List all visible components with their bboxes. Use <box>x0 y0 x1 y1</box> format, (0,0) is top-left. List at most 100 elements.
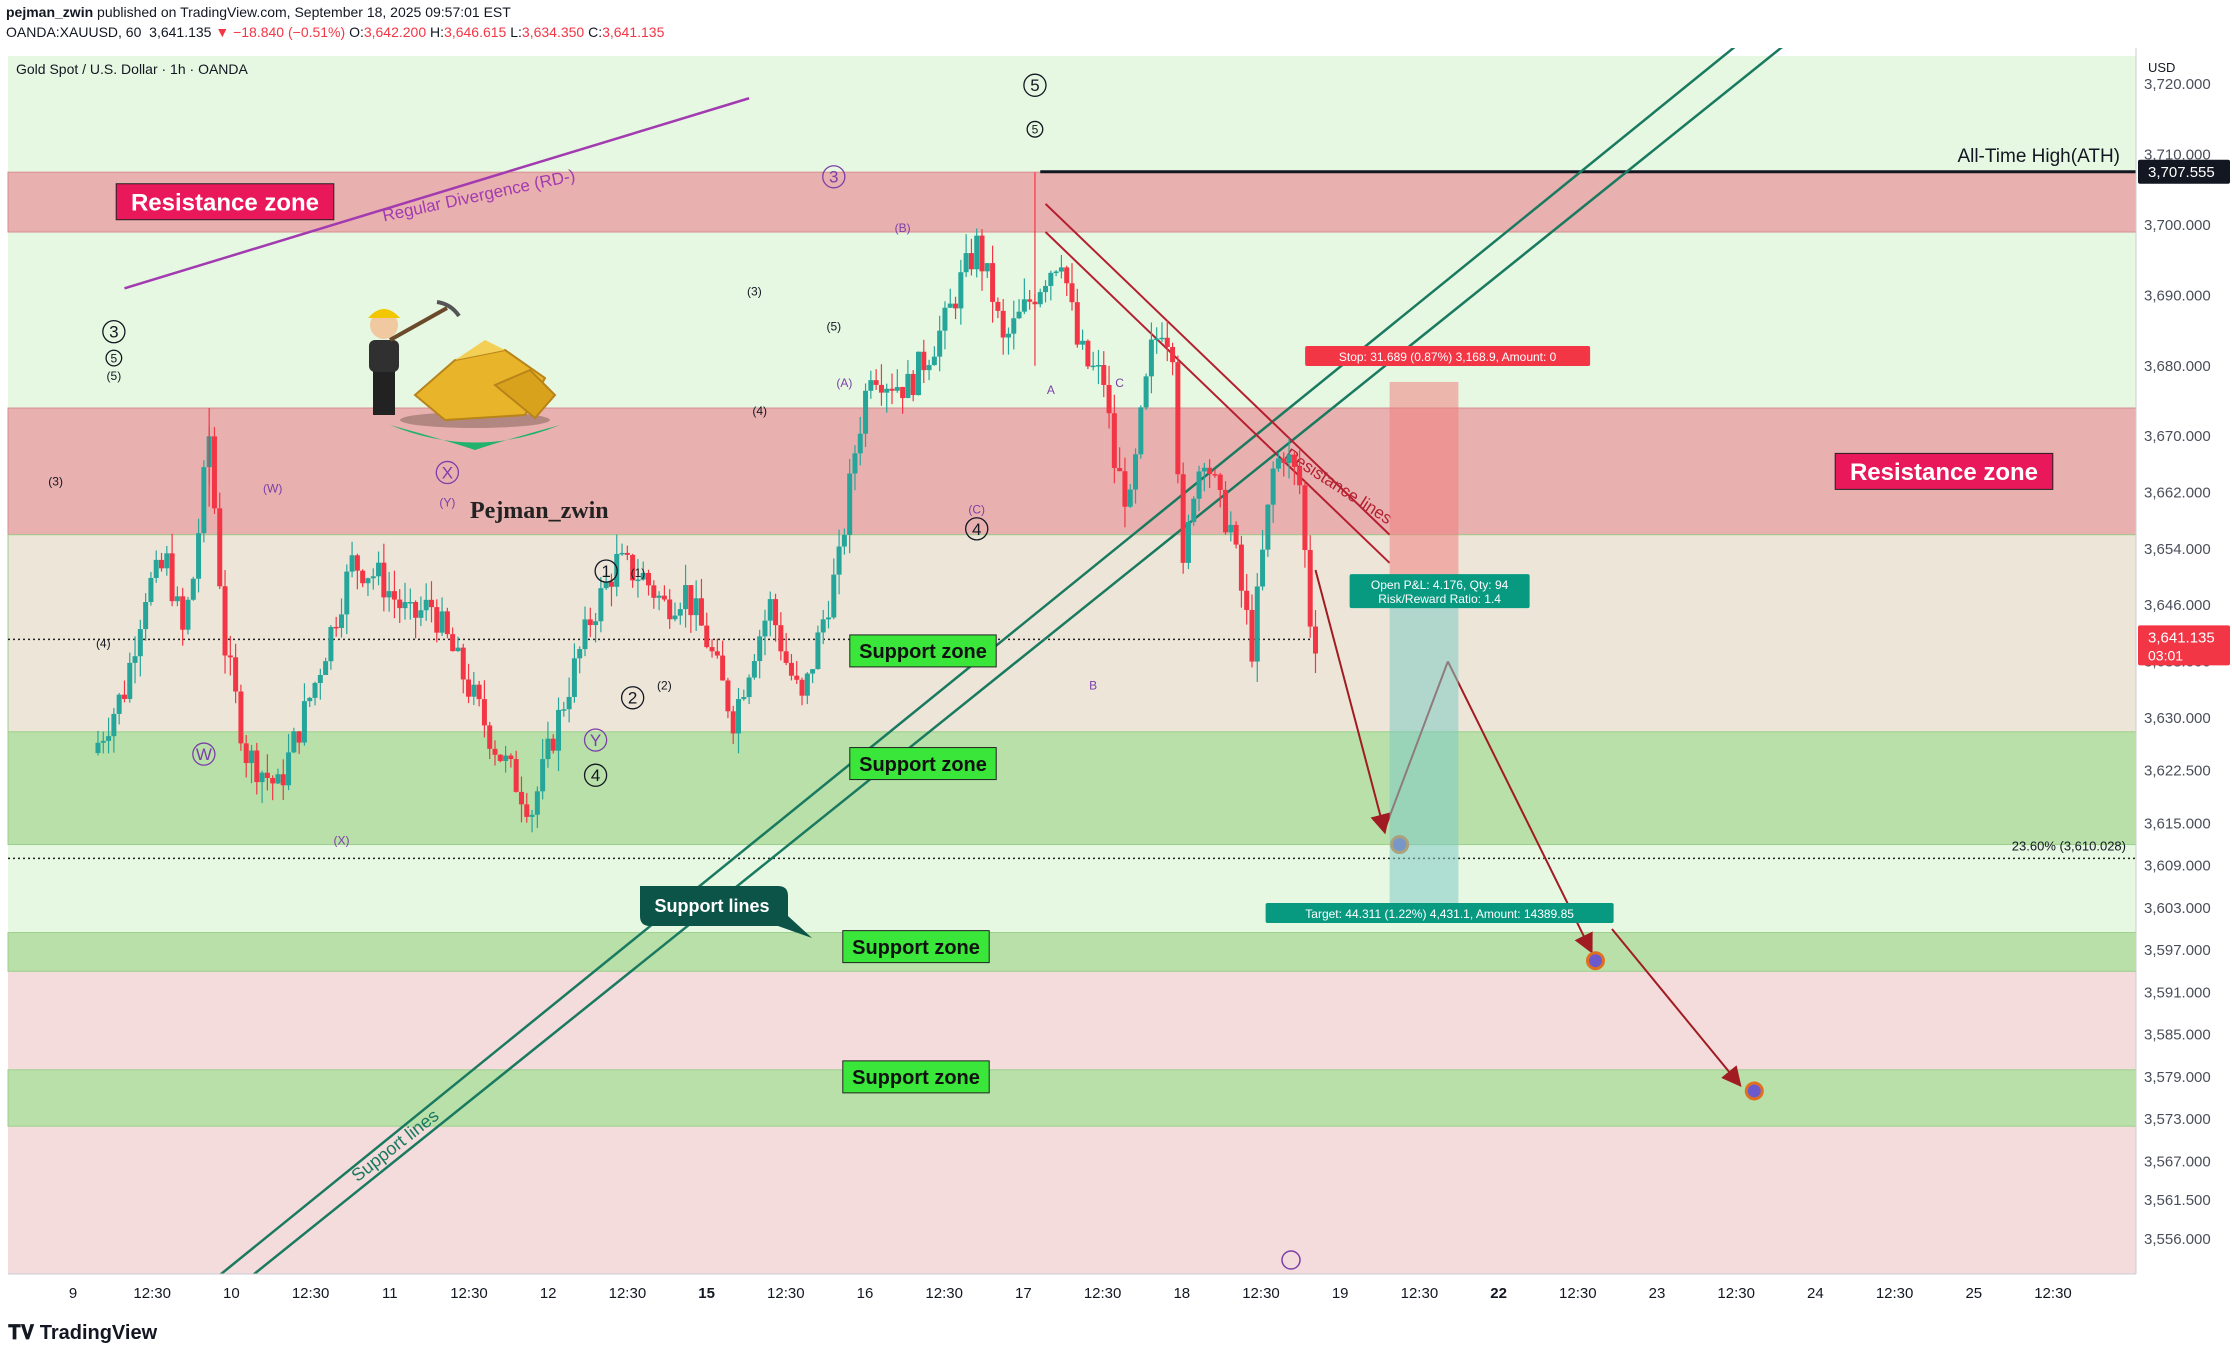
candle-body <box>1201 467 1207 472</box>
candle-body <box>725 680 731 712</box>
logo-text: Pejman_zwin <box>470 498 609 524</box>
x-tick-label: 16 <box>857 1285 874 1302</box>
candle-body <box>270 778 276 784</box>
low-label: L: <box>510 24 522 40</box>
wave-label: (A) <box>836 376 852 390</box>
forecast-path-segment[interactable] <box>1314 569 1390 835</box>
candle-body <box>1048 272 1054 286</box>
candle-body <box>455 647 461 652</box>
candle-body <box>921 351 927 371</box>
event-marker-icon[interactable] <box>1281 1250 1301 1270</box>
candle-body <box>1027 299 1033 302</box>
forecast-path-segment[interactable] <box>1446 661 1593 954</box>
x-tick-label: 12:30 <box>450 1285 488 1302</box>
x-tick-label: 24 <box>1807 1285 1824 1302</box>
candle-body <box>471 684 477 697</box>
pnl-tag-box <box>1349 574 1530 609</box>
candle-body <box>1111 413 1117 468</box>
wave-circle <box>822 165 846 189</box>
candle-body <box>386 591 392 598</box>
candle-body <box>1180 474 1186 563</box>
candle-body <box>746 677 752 698</box>
candle-body <box>360 570 366 584</box>
price-chart[interactable]: All-Time High(ATH) 23.60% (3,610.028) Supp… <box>0 48 2232 1312</box>
candle-body <box>466 679 472 697</box>
x-tick-label: 18 <box>1173 1285 1190 1302</box>
wave-label: 2 <box>628 689 637 708</box>
resistance-trend-line-1[interactable] <box>1044 203 1391 536</box>
candle-body <box>841 534 847 547</box>
logo-mark-icon: 𝐓𝐕 <box>8 1322 40 1344</box>
candle-body <box>275 774 281 784</box>
support-trend-line-2[interactable] <box>114 48 1797 1312</box>
last-price-tag <box>2138 625 2230 666</box>
stop-area[interactable] <box>1389 381 1459 606</box>
candle-body <box>381 562 387 598</box>
candle-body <box>481 699 487 726</box>
wave-label: 3 <box>829 168 838 187</box>
symbol-label[interactable]: OANDA:XAUUSD, 60 <box>6 24 142 40</box>
candle-body <box>211 436 217 509</box>
x-tick-label: 12:30 <box>1876 1285 1914 1302</box>
candle-body <box>571 658 577 697</box>
author-name[interactable]: pejman_zwin <box>6 4 94 20</box>
resistance-zone-label-2: Resistance zone <box>1850 459 2038 486</box>
candle-body <box>672 615 678 620</box>
stop-tag-box <box>1305 345 1591 366</box>
forecast-path-segment[interactable] <box>1611 928 1742 1088</box>
candle-body <box>524 804 530 817</box>
candle-body <box>788 662 794 676</box>
candle-body <box>863 390 869 434</box>
candle-body <box>100 740 106 743</box>
candle-body <box>931 356 937 366</box>
candle-body <box>291 731 297 753</box>
candle-body <box>1133 454 1139 490</box>
candle-body <box>1265 504 1271 550</box>
low-value: 3,634.350 <box>521 24 585 40</box>
x-tick-label: 12 <box>540 1285 557 1302</box>
chart-header: pejman_zwin published on TradingView.com… <box>0 0 2232 48</box>
tradingview-logo[interactable]: 𝐓𝐕 TradingView <box>8 1322 157 1345</box>
x-tick-label: 12:30 <box>292 1285 330 1302</box>
divergence-line[interactable] <box>124 97 750 290</box>
candle-body <box>307 697 313 702</box>
candle-body <box>1106 384 1112 414</box>
candle-body <box>677 609 683 616</box>
candle-body <box>349 555 355 572</box>
wave-label: A <box>1047 383 1055 397</box>
candle-body <box>1244 590 1250 610</box>
candle-body <box>926 365 932 371</box>
candle-body <box>1000 310 1006 338</box>
candle-body <box>238 691 244 744</box>
candle-body <box>937 330 943 357</box>
candle-body <box>418 610 424 618</box>
candle-body <box>280 774 286 786</box>
wave-label: (1) <box>631 566 646 580</box>
candle-body <box>423 599 429 611</box>
candle-body <box>1138 407 1144 455</box>
candle-body <box>990 263 996 302</box>
candle-body <box>630 554 636 581</box>
target-area[interactable] <box>1389 605 1459 918</box>
candle-body <box>1196 471 1202 499</box>
x-tick-label: 12:30 <box>133 1285 171 1302</box>
candle-body <box>1058 267 1064 272</box>
support-trend-line-1[interactable] <box>82 48 1749 1312</box>
wave-circle <box>192 742 216 766</box>
resistance-zone-label-2-box <box>1834 452 2054 490</box>
wave-label: (5) <box>826 320 841 334</box>
resistance-zone-1 <box>7 171 2137 233</box>
x-tick-label: 22 <box>1490 1285 1507 1302</box>
candle-body <box>1085 340 1091 367</box>
x-tick-label: 11 <box>382 1285 398 1302</box>
y-tick-label: 3,567.000 <box>2144 1153 2211 1170</box>
candle-body <box>624 552 630 555</box>
candle-body <box>397 599 403 609</box>
resistance-trend-line-2[interactable] <box>1044 231 1391 564</box>
support-zone-6 <box>7 1069 2137 1127</box>
candle-body <box>810 669 816 674</box>
last-price: 3,641.135 <box>149 24 212 40</box>
y-tick-label: 3,690.000 <box>2144 287 2211 304</box>
y-tick-label: 3,662.000 <box>2144 485 2211 502</box>
candle-body <box>773 599 779 626</box>
